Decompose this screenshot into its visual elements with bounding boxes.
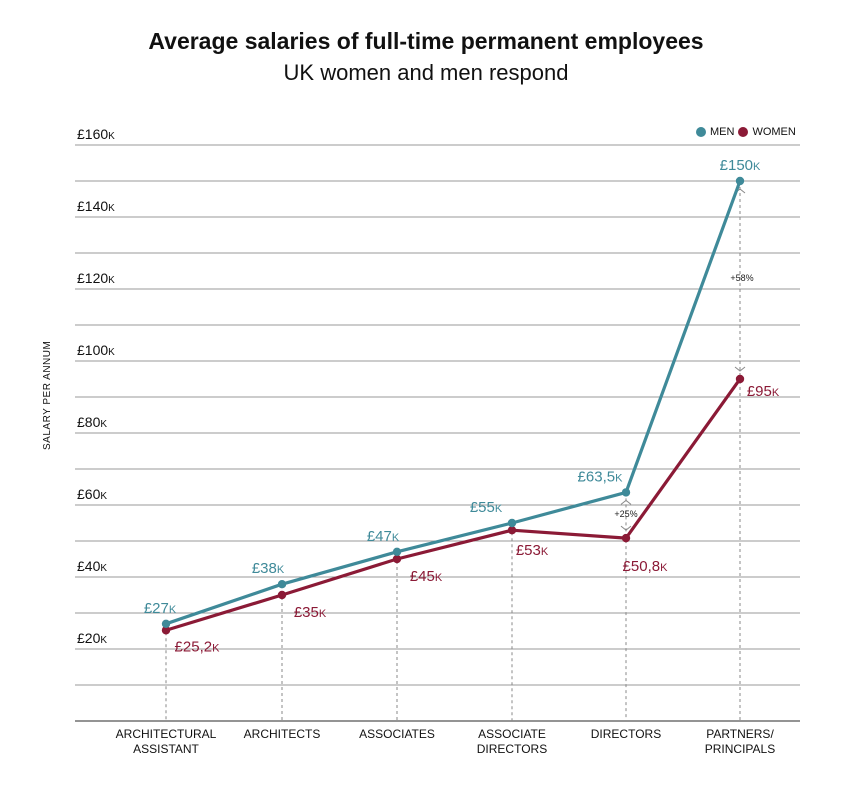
data-point-men: [507, 518, 517, 528]
data-label-women: £25,2K: [175, 638, 221, 655]
legend-women-label: WOMEN: [752, 126, 796, 138]
annotation-label: +25%: [614, 509, 637, 519]
data-point-women: [507, 526, 517, 535]
series-line-men: [165, 180, 742, 626]
data-label-men: £150K: [720, 157, 761, 174]
data-label-women: £95K: [747, 383, 780, 400]
data-label-men: £55K: [470, 499, 503, 516]
legend-men-dot: [696, 127, 706, 137]
data-point-men: [621, 488, 631, 497]
data-point-men: [735, 176, 745, 186]
data-label-women: £45K: [410, 568, 443, 585]
x-tick-label: DIRECTORS: [591, 727, 661, 741]
chart-subtitle: UK women and men respond: [283, 60, 569, 85]
y-tick-label: £80K: [77, 414, 107, 430]
chevron-icon: [620, 499, 632, 505]
x-tick-label: PRINCIPALS: [705, 742, 775, 756]
x-tick-label: ARCHITECTS: [244, 727, 321, 741]
y-tick-label: £120K: [77, 270, 115, 286]
data-point-women: [392, 554, 402, 564]
legend-women-dot: [738, 127, 749, 137]
data-label-women: £50,8K: [623, 558, 669, 575]
chevron-icon: [620, 525, 632, 531]
data-label-men: £38K: [252, 560, 285, 577]
y-tick-label: £40K: [77, 558, 107, 574]
x-tick-label: ASSISTANT: [133, 742, 199, 756]
data-point-men: [277, 580, 287, 589]
data-label-men: £27K: [144, 600, 177, 617]
y-tick-label: £100K: [77, 342, 115, 358]
x-tick-label: ASSOCIATE: [478, 727, 546, 741]
data-point-men: [392, 547, 402, 556]
data-label-men: £63,5K: [578, 468, 624, 485]
data-point-women: [161, 626, 171, 635]
legend: MEN WOMEN: [696, 126, 796, 138]
y-tick-label: £20K: [77, 630, 107, 646]
annotation-label: +58%: [730, 273, 753, 283]
chart-title: Average salaries of full-time permanent …: [148, 28, 704, 54]
series-line-women: [165, 378, 742, 632]
x-tick-label: DIRECTORS: [477, 742, 547, 756]
data-label-men: £47K: [367, 528, 400, 545]
data-label-women: £35K: [294, 604, 327, 621]
y-tick-label: £60K: [77, 486, 107, 502]
y-tick-label: £160K: [77, 126, 115, 142]
legend-men-label: MEN: [710, 126, 735, 138]
chevron-icon: [734, 366, 746, 372]
y-tick-label: £140K: [77, 198, 115, 214]
x-tick-label: ARCHITECTURAL: [116, 727, 217, 741]
data-point-women: [277, 590, 287, 600]
data-point-men: [161, 619, 171, 628]
data-point-women: [735, 374, 745, 384]
x-tick-label: PARTNERS/: [706, 727, 774, 741]
x-tick-label: ASSOCIATES: [359, 727, 435, 741]
data-label-women: £53K: [516, 542, 549, 559]
data-point-women: [621, 533, 631, 543]
